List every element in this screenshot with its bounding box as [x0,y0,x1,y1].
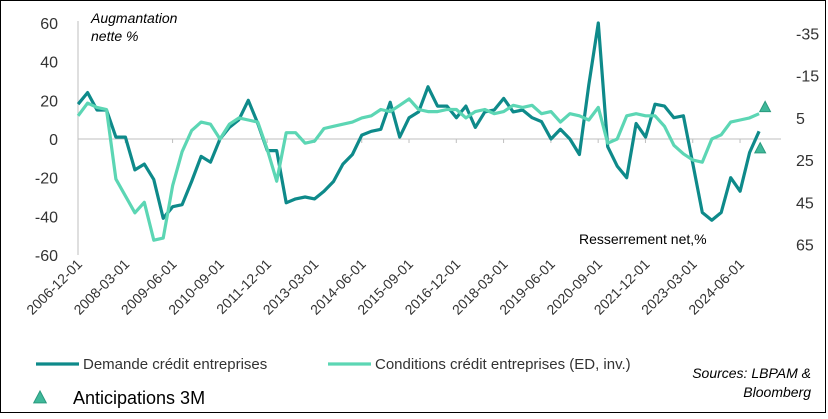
legend-anticipation-marker [32,389,48,404]
legend-label-conditions: Conditions crédit entreprises (ED, inv.) [375,356,631,373]
left-tick-label: 60 [40,16,58,33]
left-tick-label: 40 [40,55,58,72]
source-line-1: Sources: LBPAM & [692,365,811,381]
left-tick-label: 20 [40,93,58,110]
left-tick-label: -20 [35,171,58,188]
chart-texts: 6040200-20-40-60-35-1552545652006-12-012… [23,10,819,408]
series-line-conditions [76,97,760,242]
source-line-2: Bloomberg [743,384,811,400]
legend-label-anticipations: Anticipations 3M [73,388,205,408]
chart-markers [753,100,772,154]
left-tick-label: -40 [35,209,58,226]
left-axis-label: nette % [91,28,138,44]
right-tick-label: 25 [796,153,814,170]
chart-axes [77,21,781,255]
anticipation-marker [753,141,767,154]
legend-label-demande: Demande crédit entreprises [83,356,267,373]
left-tick-label: 0 [49,132,58,149]
anticipation-marker [758,100,772,113]
left-tick-label: -60 [35,248,58,265]
left-axis-label: Augmantation [90,10,178,26]
series-line-demande [76,21,761,222]
right-axis-label: Resserrement net,% [579,231,707,247]
right-tick-label: 5 [796,111,805,128]
right-tick-label: 45 [796,195,814,212]
right-tick-label: 65 [796,237,814,254]
right-tick-label: -15 [796,69,819,86]
chart-series [76,21,761,242]
right-tick-label: -35 [796,27,819,44]
